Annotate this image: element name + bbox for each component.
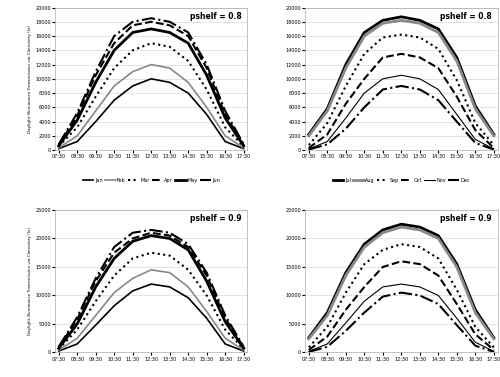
Text: pshelf = 0.9: pshelf = 0.9 — [440, 214, 492, 223]
Text: pshelf = 0.8: pshelf = 0.8 — [190, 12, 242, 21]
Y-axis label: Daylight Illuminance Transmission via Clerestory (lx): Daylight Illuminance Transmission via Cl… — [28, 227, 32, 335]
Text: pshelf = 0.9: pshelf = 0.9 — [190, 214, 242, 223]
Y-axis label: Daylight Illuminance Transmission via Clerestory (lx): Daylight Illuminance Transmission via Cl… — [28, 25, 32, 133]
Legend: Jan, Feb, Mar, Apr, May, Jun: Jan, Feb, Mar, Apr, May, Jun — [82, 178, 220, 183]
Text: pshelf = 0.8: pshelf = 0.8 — [440, 12, 492, 21]
Legend: Jul, Aug, Sep, Oct, Nov, Dec: Jul, Aug, Sep, Oct, Nov, Dec — [332, 178, 470, 183]
